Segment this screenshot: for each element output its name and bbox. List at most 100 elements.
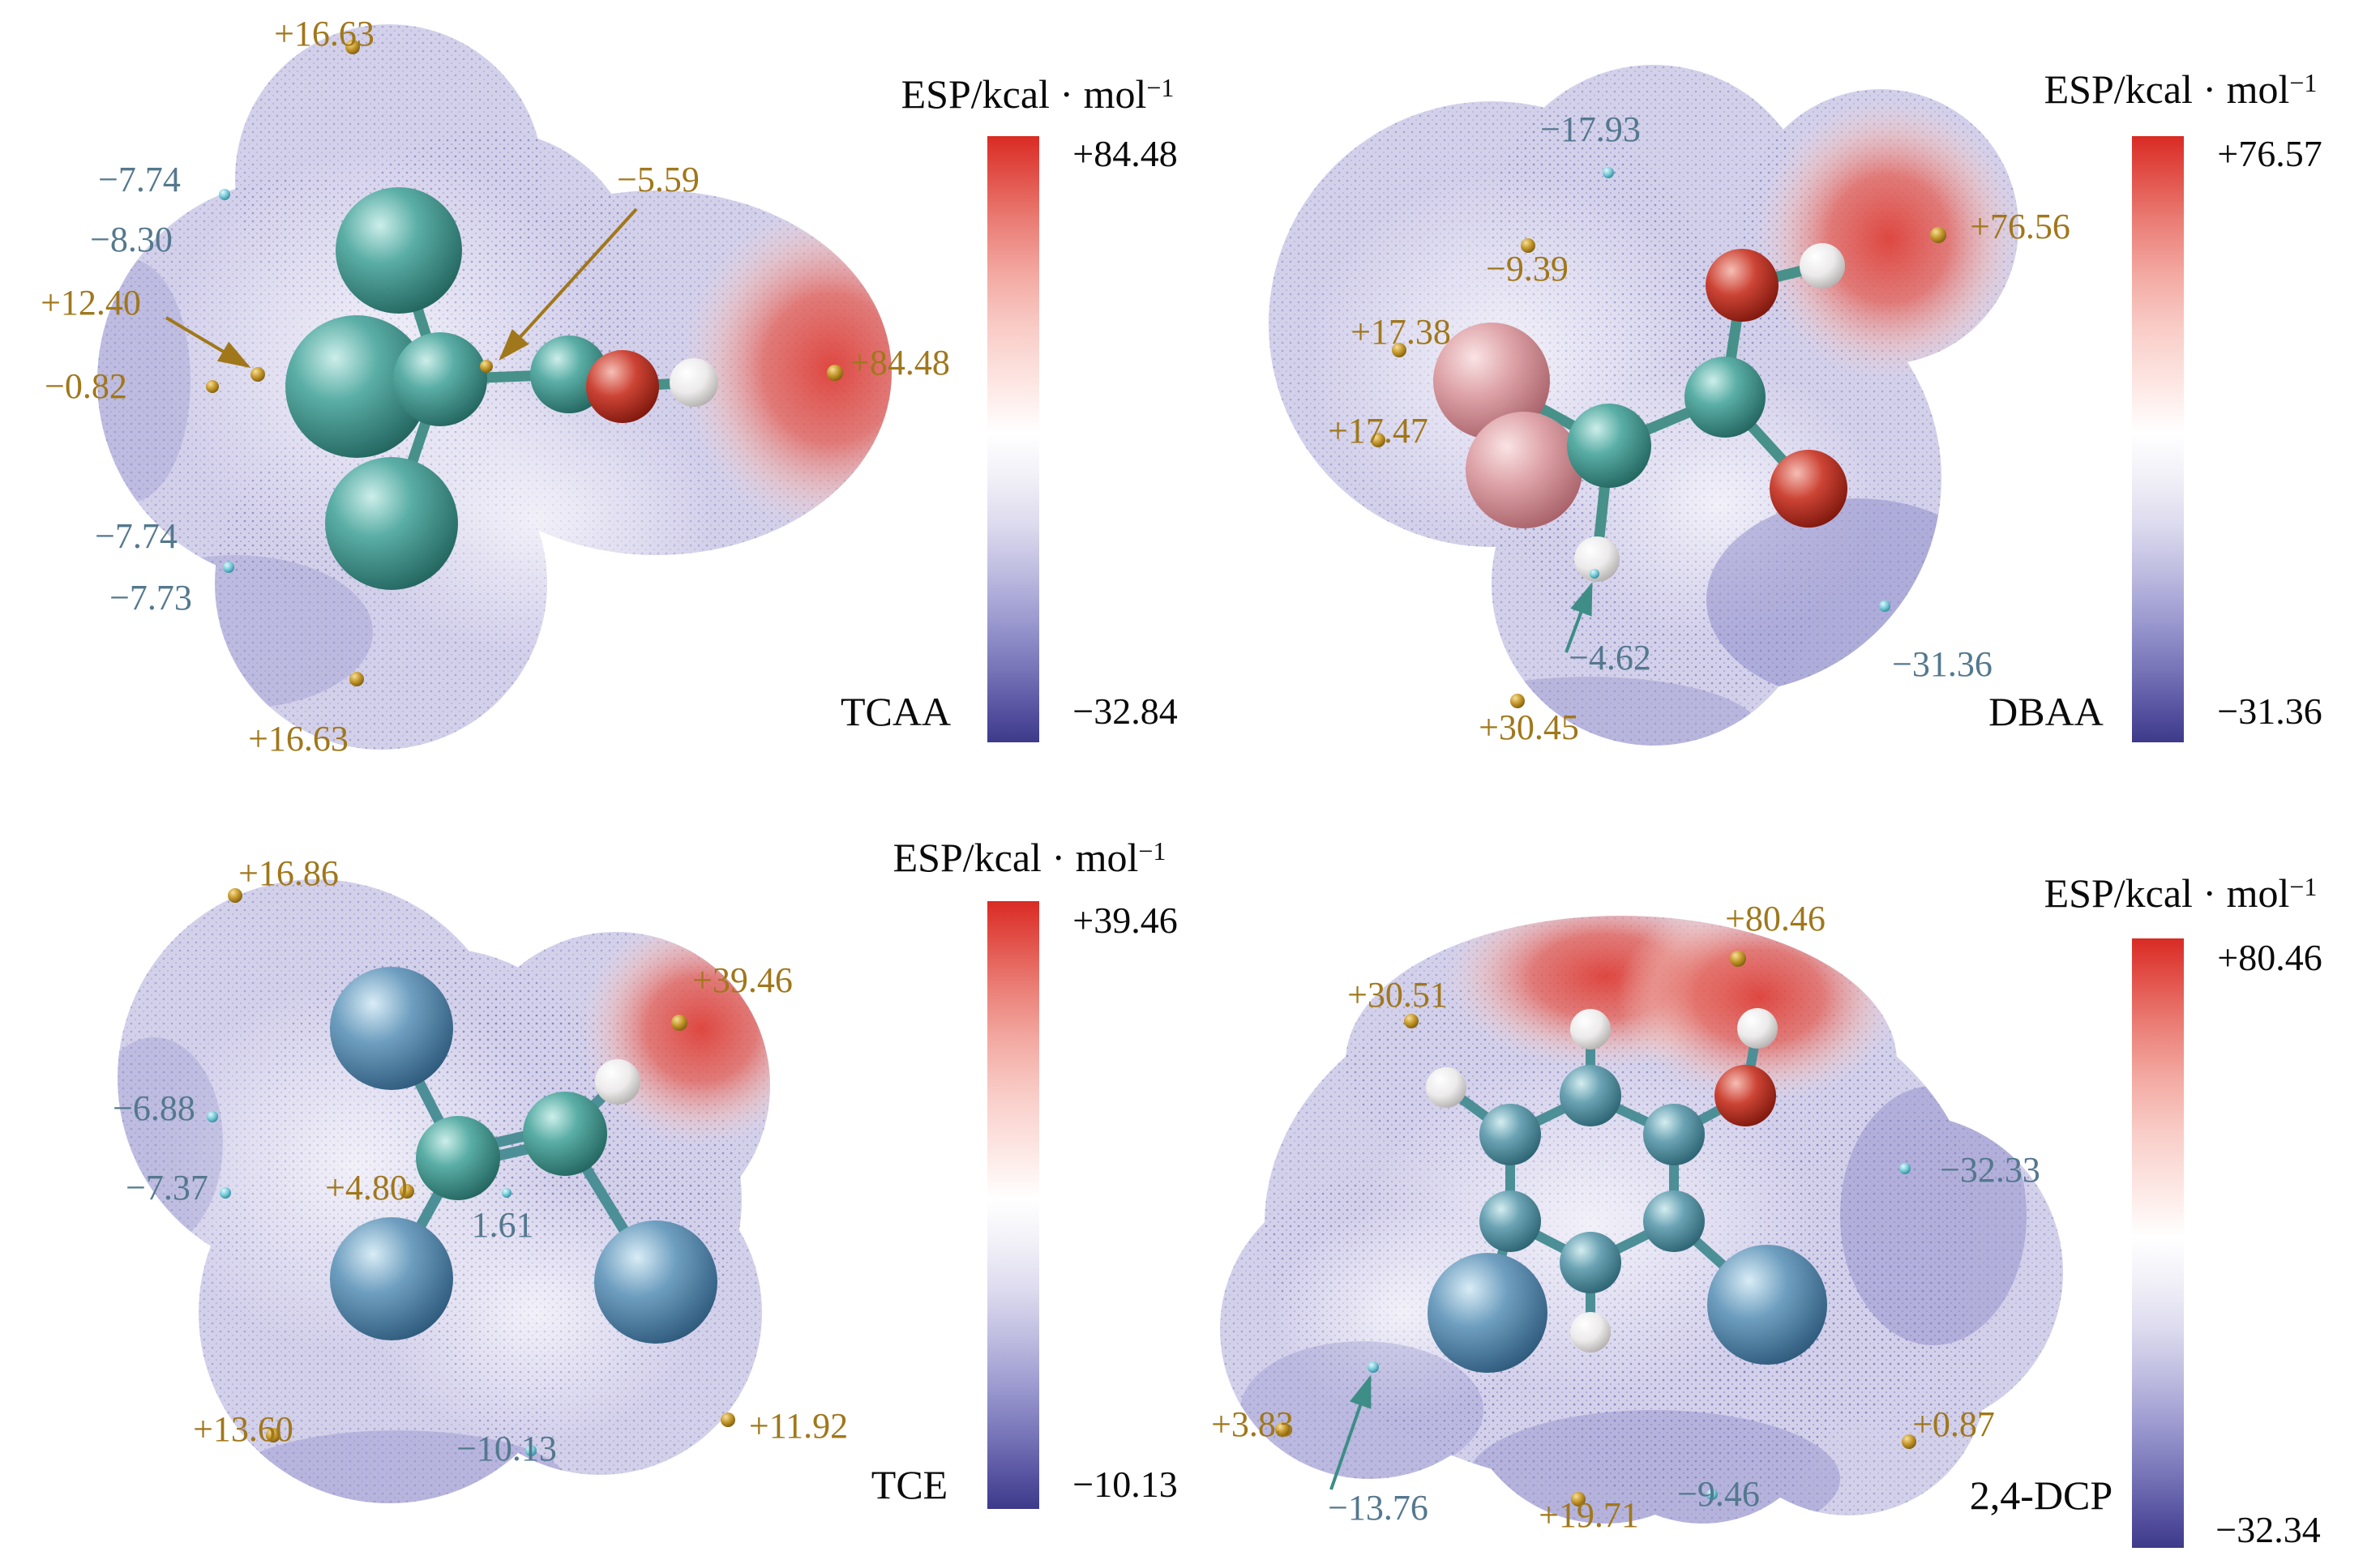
esp-annotation: −10.13 (456, 1429, 557, 1468)
esp-unit-header: ESP/kcal · mol−1 (901, 74, 1175, 114)
esp-surface-tcaa (97, 24, 892, 750)
atom-h (1800, 243, 1845, 288)
esp-annotation: +84.48 (850, 343, 950, 383)
esp-surface-blob (1269, 65, 2018, 746)
atom-c (1567, 404, 1651, 488)
atom-c (1643, 1104, 1705, 1165)
atom-c (1479, 1104, 1541, 1165)
esp-annotation: −9.39 (1486, 249, 1569, 288)
esp-annotation: +13.60 (193, 1409, 293, 1449)
atom-o (586, 350, 659, 423)
atom-cl (594, 1220, 717, 1344)
annotation-arrows (1565, 582, 1593, 653)
atom-o (1770, 450, 1847, 528)
esp-annotation: +30.45 (1479, 707, 1579, 747)
esp-annotation: −31.36 (1892, 644, 1993, 684)
colorbar-gradient (987, 136, 1039, 742)
colorbar-gradient (2132, 938, 2184, 1548)
esp-unit-exponent: −1 (1138, 836, 1166, 865)
atom-c (1643, 1190, 1705, 1252)
atom-h (1426, 1067, 1466, 1108)
esp-extremum-dots (206, 40, 843, 686)
esp-annotation: +80.46 (1725, 899, 1826, 938)
atom-h (1570, 1312, 1611, 1353)
esp-annotation: −7.73 (109, 578, 192, 618)
esp-annotation: +17.38 (1351, 312, 1451, 352)
colorbar-max: +39.46 (1072, 900, 1178, 941)
atom-h (1737, 1008, 1778, 1049)
esp-annotation: +16.86 (238, 853, 339, 893)
colorbar-max: +84.48 (1072, 133, 1178, 174)
esp-annotation: +4.80 (325, 1168, 408, 1207)
atom-br (1466, 412, 1582, 528)
esp-surface-blob (97, 24, 892, 750)
esp-annotation: −7.74 (95, 516, 178, 556)
esp-annotation: +17.47 (1328, 411, 1428, 451)
esp-annotation: −7.37 (126, 1168, 208, 1207)
esp-annotation: +0.87 (1912, 1404, 1995, 1444)
esp-annotation: −6.88 (113, 1088, 195, 1128)
esp-unit-exponent: −1 (1146, 73, 1175, 102)
molecule-label: 2,4-DCP (1969, 1472, 2113, 1518)
esp-unit-exponent: −1 (2289, 68, 2318, 97)
esp-annotation: +39.46 (692, 960, 793, 1000)
esp-unit-text: ESP/kcal · mol (2044, 66, 2290, 112)
atom-c (1479, 1190, 1541, 1252)
esp-annotation: −8.30 (90, 220, 173, 259)
atom-h (670, 358, 718, 407)
esp-annotation: −32.33 (1940, 1150, 2040, 1190)
esp-unit-text: ESP/kcal · mol (892, 835, 1139, 880)
atom-h (1574, 536, 1620, 582)
atom-c (1684, 357, 1766, 438)
esp-surface-dbaa (1269, 65, 2018, 746)
colorbar-max: +76.57 (2217, 133, 2322, 174)
esp-extremum-dots (207, 888, 735, 1456)
esp-extremum-dots (1275, 951, 1916, 1507)
colorbar-gradient (2132, 136, 2184, 742)
atom-c (416, 1116, 500, 1200)
atom-br (1433, 323, 1550, 439)
atom-cl (336, 187, 462, 314)
atom-c (523, 1092, 607, 1176)
esp-unit-header: ESP/kcal · mol−1 (893, 837, 1166, 878)
molecule-label: TCAA (840, 689, 952, 734)
molecule-label: TCE (871, 1462, 948, 1507)
esp-unit-header: ESP/kcal · mol−1 (2044, 873, 2318, 913)
esp-annotation: −17.93 (1540, 109, 1641, 149)
esp-annotation: +16.63 (248, 719, 349, 759)
atom-h (595, 1059, 640, 1105)
colorbar-min: −31.36 (2217, 690, 2322, 732)
esp-annotation: −9.46 (1677, 1474, 1760, 1514)
atom-o (1714, 1065, 1776, 1126)
esp-annotation: +30.51 (1347, 975, 1448, 1015)
atom-c (1560, 1232, 1621, 1293)
colorbar-max: +80.46 (2217, 937, 2322, 978)
esp-annotation: −4.62 (1569, 638, 1651, 677)
annotation-arrows (165, 207, 638, 369)
atom-cl (330, 1217, 453, 1340)
molecule-dbaa (1433, 243, 1847, 582)
esp-annotation: +16.63 (274, 14, 375, 53)
atom-c (1560, 1065, 1621, 1126)
esp-unit-text: ESP/kcal · mol (2044, 870, 2290, 916)
annotation-arrows (1329, 1374, 1372, 1490)
atom-cl (330, 967, 453, 1090)
molecule-tcaa (285, 187, 718, 590)
molecule-dcp (1426, 1008, 1827, 1373)
atom-cl (1707, 1245, 1827, 1365)
esp-unit-exponent: −1 (2289, 872, 2318, 901)
esp-surface-tce (118, 879, 770, 1503)
esp-unit-header: ESP/kcal · mol−1 (2044, 69, 2318, 109)
atom-c (393, 332, 487, 426)
molecule-tce (330, 967, 717, 1344)
atom-h (1570, 1009, 1611, 1049)
esp-unit-text: ESP/kcal · mol (901, 71, 1147, 117)
molecule-label: DBAA (1988, 689, 2104, 734)
esp-annotation: +3.83 (1211, 1404, 1294, 1444)
esp-annotation: +76.56 (1970, 207, 2070, 246)
esp-annotation: −7.74 (98, 160, 181, 199)
esp-annotation: −5.59 (617, 160, 700, 199)
atom-o (1706, 249, 1779, 322)
atom-cl (1428, 1253, 1547, 1373)
